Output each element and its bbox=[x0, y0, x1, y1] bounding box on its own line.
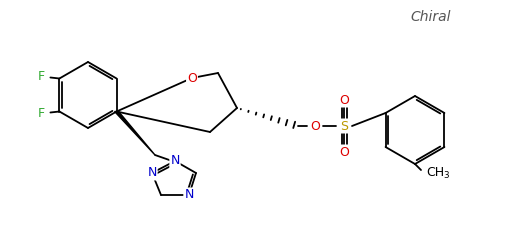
Text: F: F bbox=[38, 107, 45, 120]
Text: CH: CH bbox=[426, 167, 444, 179]
Text: N: N bbox=[184, 188, 194, 202]
Text: O: O bbox=[339, 145, 349, 159]
Text: O: O bbox=[310, 119, 320, 133]
Text: O: O bbox=[339, 93, 349, 107]
Text: N: N bbox=[147, 167, 157, 179]
Text: O: O bbox=[187, 72, 197, 84]
Text: F: F bbox=[38, 70, 45, 83]
Text: 3: 3 bbox=[443, 172, 449, 180]
Text: Chiral: Chiral bbox=[410, 10, 451, 24]
Polygon shape bbox=[115, 111, 155, 155]
Text: N: N bbox=[170, 154, 180, 168]
Text: S: S bbox=[340, 119, 348, 133]
